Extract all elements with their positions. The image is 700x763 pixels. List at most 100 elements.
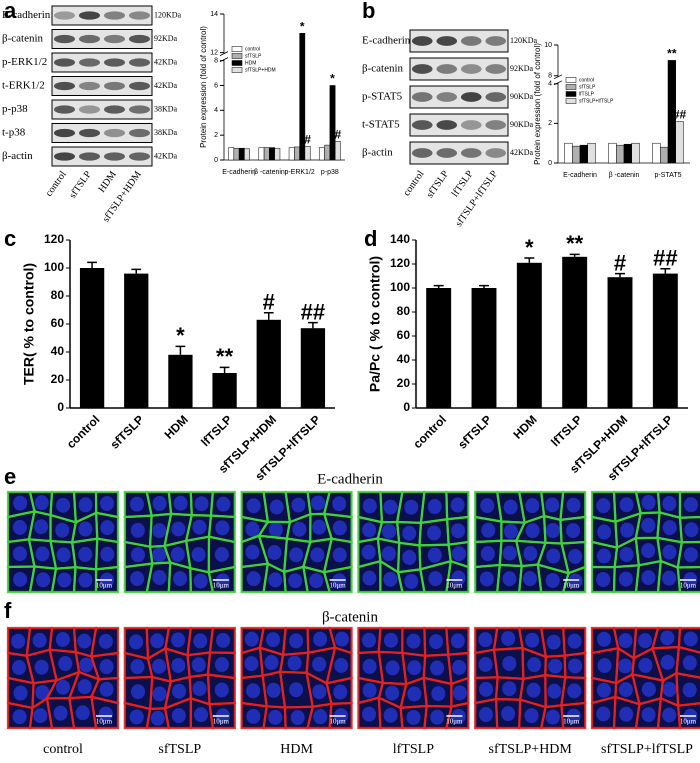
blot-band [485, 92, 507, 102]
nucleus [173, 495, 188, 511]
nucleus [191, 546, 206, 562]
panel-label: e [4, 464, 16, 489]
y-tick-label: 8 [548, 73, 552, 80]
y-tick-label: 2 [214, 132, 218, 139]
size-label: 42KDa [154, 151, 178, 160]
micrograph: 10μm [123, 490, 236, 594]
protein-label: p-STAT5 [362, 91, 403, 103]
nucleus [287, 655, 302, 671]
cell-membrane [676, 565, 700, 594]
lane-label: HDM [96, 169, 118, 195]
nucleus [478, 657, 493, 673]
significance-mark: * [300, 19, 305, 33]
nucleus [172, 683, 187, 699]
y-tick-label: 20 [51, 372, 65, 386]
y-tick-label: 20 [397, 376, 411, 390]
nucleus [525, 523, 540, 539]
y-axis-title: Pa/Pc ( % to control) [367, 256, 383, 392]
cell-membrane [677, 626, 700, 654]
y-axis-title: Protein expression (fold of control) [533, 43, 542, 165]
nucleus [216, 496, 231, 512]
cell-membrane [208, 701, 236, 730]
nucleus [245, 521, 260, 537]
nucleus [501, 630, 516, 646]
nucleus [503, 523, 518, 539]
nucleus [566, 497, 581, 513]
nucleus [428, 634, 444, 650]
x-tick-label: E-cadherin [563, 172, 597, 179]
nucleus [683, 497, 699, 513]
blot-band [460, 148, 482, 158]
panel-label: f [4, 598, 12, 623]
nucleus [478, 707, 493, 723]
panel-label: c [4, 226, 16, 251]
blot-band [129, 11, 150, 20]
micrograph: 10μm [240, 626, 353, 730]
nucleus [362, 570, 377, 586]
nucleus [427, 525, 442, 541]
legend-label: sfTSLP [245, 53, 262, 59]
nucleus [452, 659, 467, 675]
condition-label: sfTSLP+lfTSLP [601, 742, 693, 757]
bar [471, 288, 497, 408]
nucleus [596, 548, 611, 564]
nucleus [361, 544, 376, 560]
blot-box [409, 85, 509, 109]
nucleus [33, 708, 48, 724]
lane-label: control [44, 169, 69, 199]
bar [168, 354, 193, 408]
y-tick-label: 60 [51, 316, 65, 330]
significance-mark: # [614, 250, 626, 275]
nucleus [99, 659, 114, 675]
y-tick-label: 60 [397, 328, 411, 342]
nucleus [596, 631, 612, 647]
nucleus [193, 633, 208, 649]
micrograph: 10μm [474, 626, 587, 730]
bar [300, 328, 326, 408]
nucleus [267, 545, 282, 561]
nucleus [130, 522, 145, 538]
nucleus [214, 682, 229, 698]
nucleus [525, 632, 540, 648]
blot-band [485, 36, 507, 46]
nucleus [310, 495, 326, 511]
bar [244, 148, 250, 161]
y-tick-label: 80 [397, 304, 411, 318]
cell-membrane [675, 671, 700, 707]
blot-box [51, 99, 153, 120]
nucleus [129, 634, 144, 650]
size-label: 38KDa [154, 104, 178, 113]
nucleus [383, 707, 398, 723]
cell-membrane [678, 490, 700, 519]
nucleus [502, 655, 517, 671]
nucleus [313, 709, 328, 725]
nucleus [619, 497, 634, 513]
y-tick-label: 14 [210, 11, 218, 18]
nucleus [170, 546, 185, 562]
protein-label: β-actin [362, 147, 393, 159]
nucleus [32, 632, 47, 648]
nucleus [152, 523, 167, 539]
nucleus [402, 549, 417, 565]
blot-band [104, 152, 125, 161]
nucleus [332, 547, 347, 563]
y-tick-label: 8 [214, 57, 218, 64]
nucleus [34, 519, 49, 535]
nucleus [662, 520, 677, 536]
legend-swatch [565, 98, 577, 104]
nucleus [641, 570, 656, 586]
y-tick-label: 0 [403, 400, 410, 414]
nucleus [362, 498, 377, 514]
axis-break-gap [554, 76, 562, 83]
y-tick-label: 40 [397, 352, 411, 366]
y-tick-label: 100 [390, 280, 410, 294]
significance-mark: ** [566, 231, 584, 256]
nucleus [406, 633, 421, 649]
blot-band [104, 11, 125, 20]
nucleus [214, 546, 229, 562]
protein-label: β-catenin [2, 33, 44, 45]
nucleus [402, 525, 417, 541]
nucleus [683, 631, 698, 647]
y-tick-label: 140 [390, 232, 410, 246]
blot-box [51, 146, 153, 167]
